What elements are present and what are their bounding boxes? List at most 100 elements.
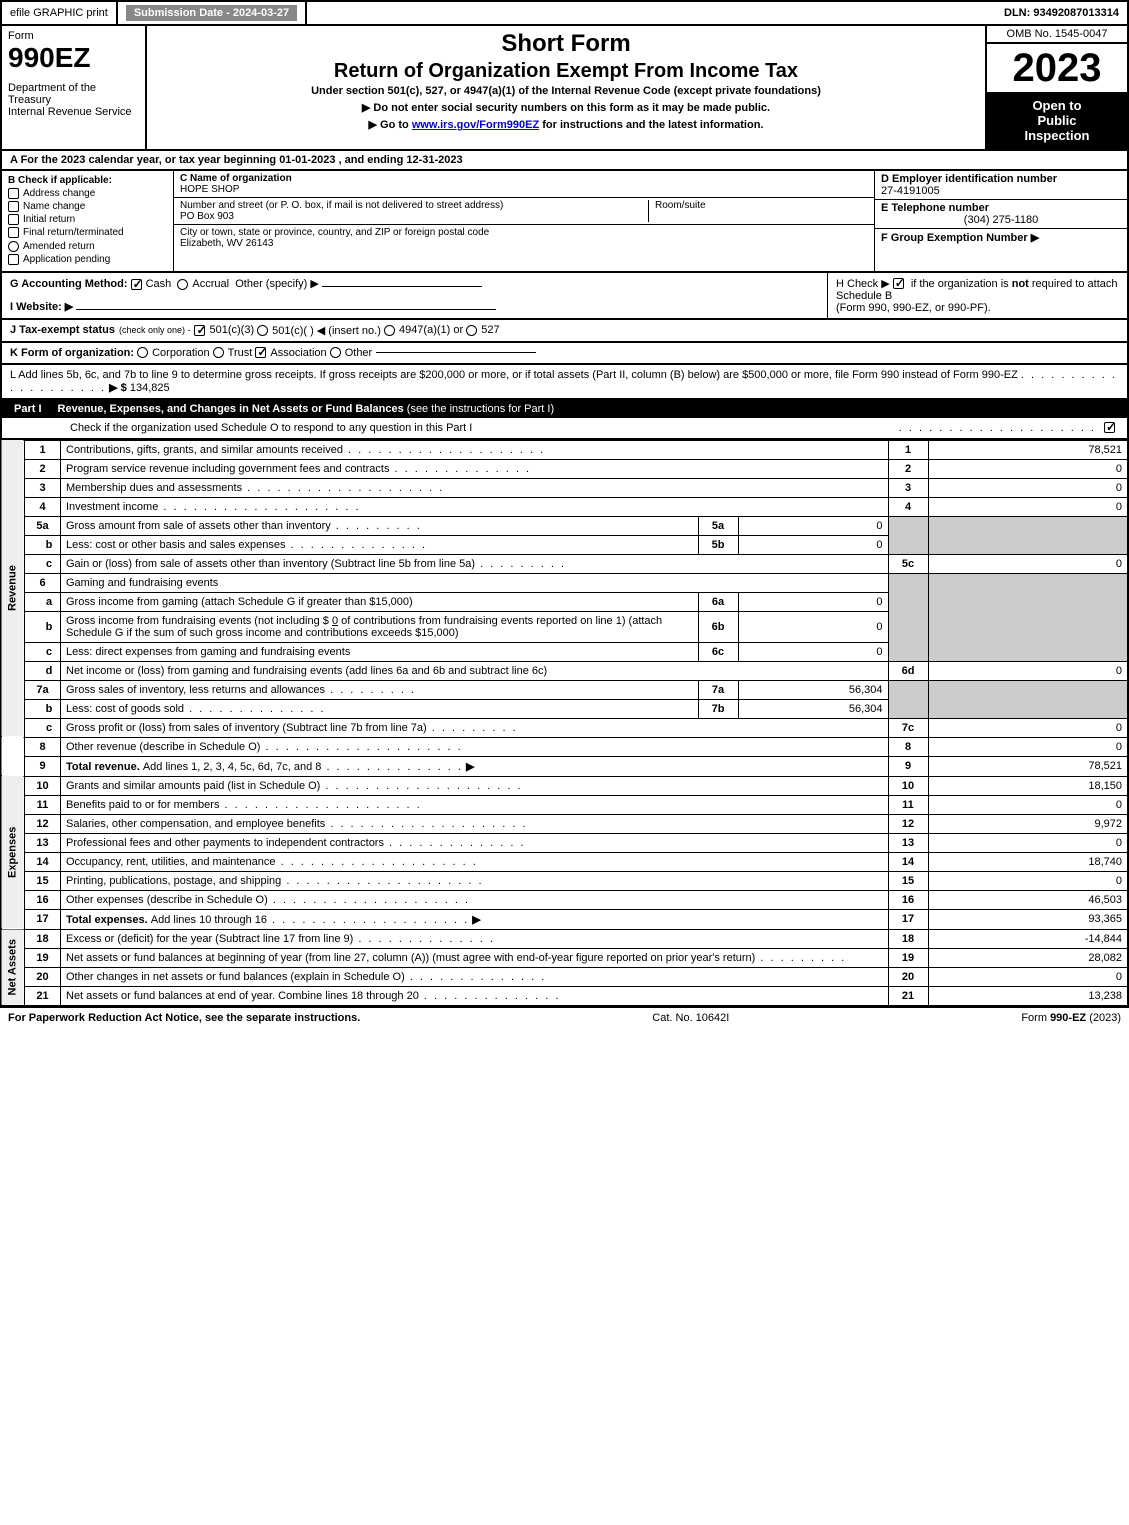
- line-12-numcol: 12: [888, 814, 928, 833]
- line-14: 14 Occupancy, rent, utilities, and maint…: [1, 852, 1128, 871]
- trust-radio[interactable]: [213, 347, 224, 358]
- line-5b-subnum: 5b: [698, 535, 738, 554]
- line-14-num: 14: [25, 852, 61, 871]
- line-3-numcol: 3: [888, 478, 928, 497]
- line-5c-num: c: [25, 554, 61, 573]
- other-org-radio[interactable]: [330, 347, 341, 358]
- cash-checkbox[interactable]: [131, 279, 142, 290]
- dept-treasury: Department of the Treasury: [8, 82, 139, 106]
- line-18-val: -14,844: [928, 929, 1128, 948]
- line-6d-desc: Net income or (loss) from gaming and fun…: [61, 661, 889, 680]
- line-6a-desc: Gross income from gaming (attach Schedul…: [61, 592, 699, 611]
- line-7a-num: 7a: [25, 680, 61, 699]
- line-6d-val: 0: [928, 661, 1128, 680]
- 527-label: 527: [481, 324, 499, 336]
- final-return-checkbox[interactable]: [8, 227, 19, 238]
- line-6d-num: d: [25, 661, 61, 680]
- 501c3-label: 501(c)(3): [209, 324, 254, 336]
- under-section: Under section 501(c), 527, or 4947(a)(1)…: [151, 85, 981, 97]
- assoc-label: Association: [270, 347, 326, 359]
- form-label: Form: [8, 30, 139, 42]
- other-specify-input[interactable]: [322, 286, 482, 287]
- line-7b-subnum: 7b: [698, 699, 738, 718]
- cash-label: Cash: [146, 278, 172, 290]
- line-7a-desc: Gross sales of inventory, less returns a…: [66, 684, 325, 696]
- dots: [219, 799, 421, 811]
- line-7a-subval: 56,304: [738, 680, 888, 699]
- part1-check-dots: [899, 422, 1096, 434]
- dots: [242, 482, 444, 494]
- line-10-num: 10: [25, 776, 61, 795]
- name-change-label: Name change: [23, 201, 85, 212]
- instruction-2: ▶ Go to www.irs.gov/Form990EZ for instru…: [151, 118, 981, 131]
- instruction-1: ▶ Do not enter social security numbers o…: [151, 101, 981, 114]
- line-2-desc: Program service revenue including govern…: [66, 463, 389, 475]
- line-6b-subval: 0: [738, 611, 888, 642]
- line-13-desc: Professional fees and other payments to …: [66, 837, 384, 849]
- line-16-numcol: 16: [888, 890, 928, 909]
- corp-radio[interactable]: [137, 347, 148, 358]
- dots: [475, 558, 566, 570]
- irs-link[interactable]: www.irs.gov/Form990EZ: [412, 119, 539, 131]
- dots: [321, 761, 463, 773]
- line-5b-desc: Less: cost or other basis and sales expe…: [66, 539, 286, 551]
- f-label: F Group Exemption Number ▶: [881, 231, 1121, 244]
- other-org-input[interactable]: [376, 352, 536, 353]
- accrual-radio[interactable]: [177, 279, 188, 290]
- submission-date-button[interactable]: Submission Date - 2024-03-27: [126, 5, 297, 21]
- dots: [158, 501, 360, 513]
- line-2-numcol: 2: [888, 459, 928, 478]
- website-input[interactable]: [76, 309, 496, 310]
- 4947-radio[interactable]: [384, 325, 395, 336]
- line-8-numcol: 8: [888, 737, 928, 756]
- ein-value: 27-4191005: [881, 185, 1121, 197]
- dots: [427, 722, 518, 734]
- footer-center: Cat. No. 10642I: [360, 1012, 1021, 1024]
- city-row: City or town, state or province, country…: [174, 225, 874, 251]
- h-checkbox[interactable]: [893, 278, 904, 289]
- 501c3-checkbox[interactable]: [194, 325, 205, 336]
- application-pending-checkbox[interactable]: [8, 254, 19, 265]
- initial-return-checkbox[interactable]: [8, 214, 19, 225]
- top-bar: efile GRAPHIC print Submission Date - 20…: [0, 0, 1129, 26]
- line-1-desc: Contributions, gifts, grants, and simila…: [66, 444, 343, 456]
- part1-schedule-o-checkbox[interactable]: [1104, 422, 1115, 433]
- return-title: Return of Organization Exempt From Incom…: [151, 60, 981, 83]
- line-9-desc2: Add lines 1, 2, 3, 4, 5c, 6d, 7c, and 8: [143, 761, 322, 773]
- 527-radio[interactable]: [466, 325, 477, 336]
- line-13-num: 13: [25, 833, 61, 852]
- line-6d-numcol: 6d: [888, 661, 928, 680]
- line-14-val: 18,740: [928, 852, 1128, 871]
- line-10-desc: Grants and similar amounts paid (list in…: [66, 780, 320, 792]
- assoc-checkbox[interactable]: [255, 347, 266, 358]
- amended-return-label: Amended return: [23, 241, 95, 252]
- line-21-numcol: 21: [888, 986, 928, 1006]
- l-amount: 134,825: [130, 382, 170, 394]
- dots: [267, 914, 469, 926]
- open-line1: Open to: [991, 98, 1123, 113]
- l-row: L Add lines 5b, 6c, and 7b to line 9 to …: [0, 365, 1129, 400]
- line-4-num: 4: [25, 497, 61, 516]
- line-21-val: 13,238: [928, 986, 1128, 1006]
- line-15-desc: Printing, publications, postage, and shi…: [66, 875, 281, 887]
- amended-return-radio[interactable]: [8, 241, 19, 252]
- open-line3: Inspection: [991, 128, 1123, 143]
- line-1-numcol: 1: [888, 440, 928, 459]
- k-row: K Form of organization: Corporation Trus…: [0, 343, 1129, 365]
- dots: [389, 463, 531, 475]
- name-change-checkbox[interactable]: [8, 201, 19, 212]
- 501c-radio[interactable]: [257, 325, 268, 336]
- line-17-desc-bold: Total expenses.: [66, 914, 151, 926]
- line-12: 12 Salaries, other compensation, and emp…: [1, 814, 1128, 833]
- part1-label: Part I: [8, 403, 48, 415]
- line-8-val: 0: [928, 737, 1128, 756]
- line-13-numcol: 13: [888, 833, 928, 852]
- line-21-desc: Net assets or fund balances at end of ye…: [66, 990, 419, 1002]
- revenue-side-spacer: [1, 737, 25, 776]
- l-text: L Add lines 5b, 6c, and 7b to line 9 to …: [10, 369, 1018, 381]
- line-5c-numcol: 5c: [888, 554, 928, 573]
- h-text1: H Check ▶: [836, 278, 893, 290]
- line-6b: b Gross income from fundraising events (…: [1, 611, 1128, 642]
- address-change-checkbox[interactable]: [8, 188, 19, 199]
- column-c: C Name of organization HOPE SHOP Number …: [174, 171, 875, 271]
